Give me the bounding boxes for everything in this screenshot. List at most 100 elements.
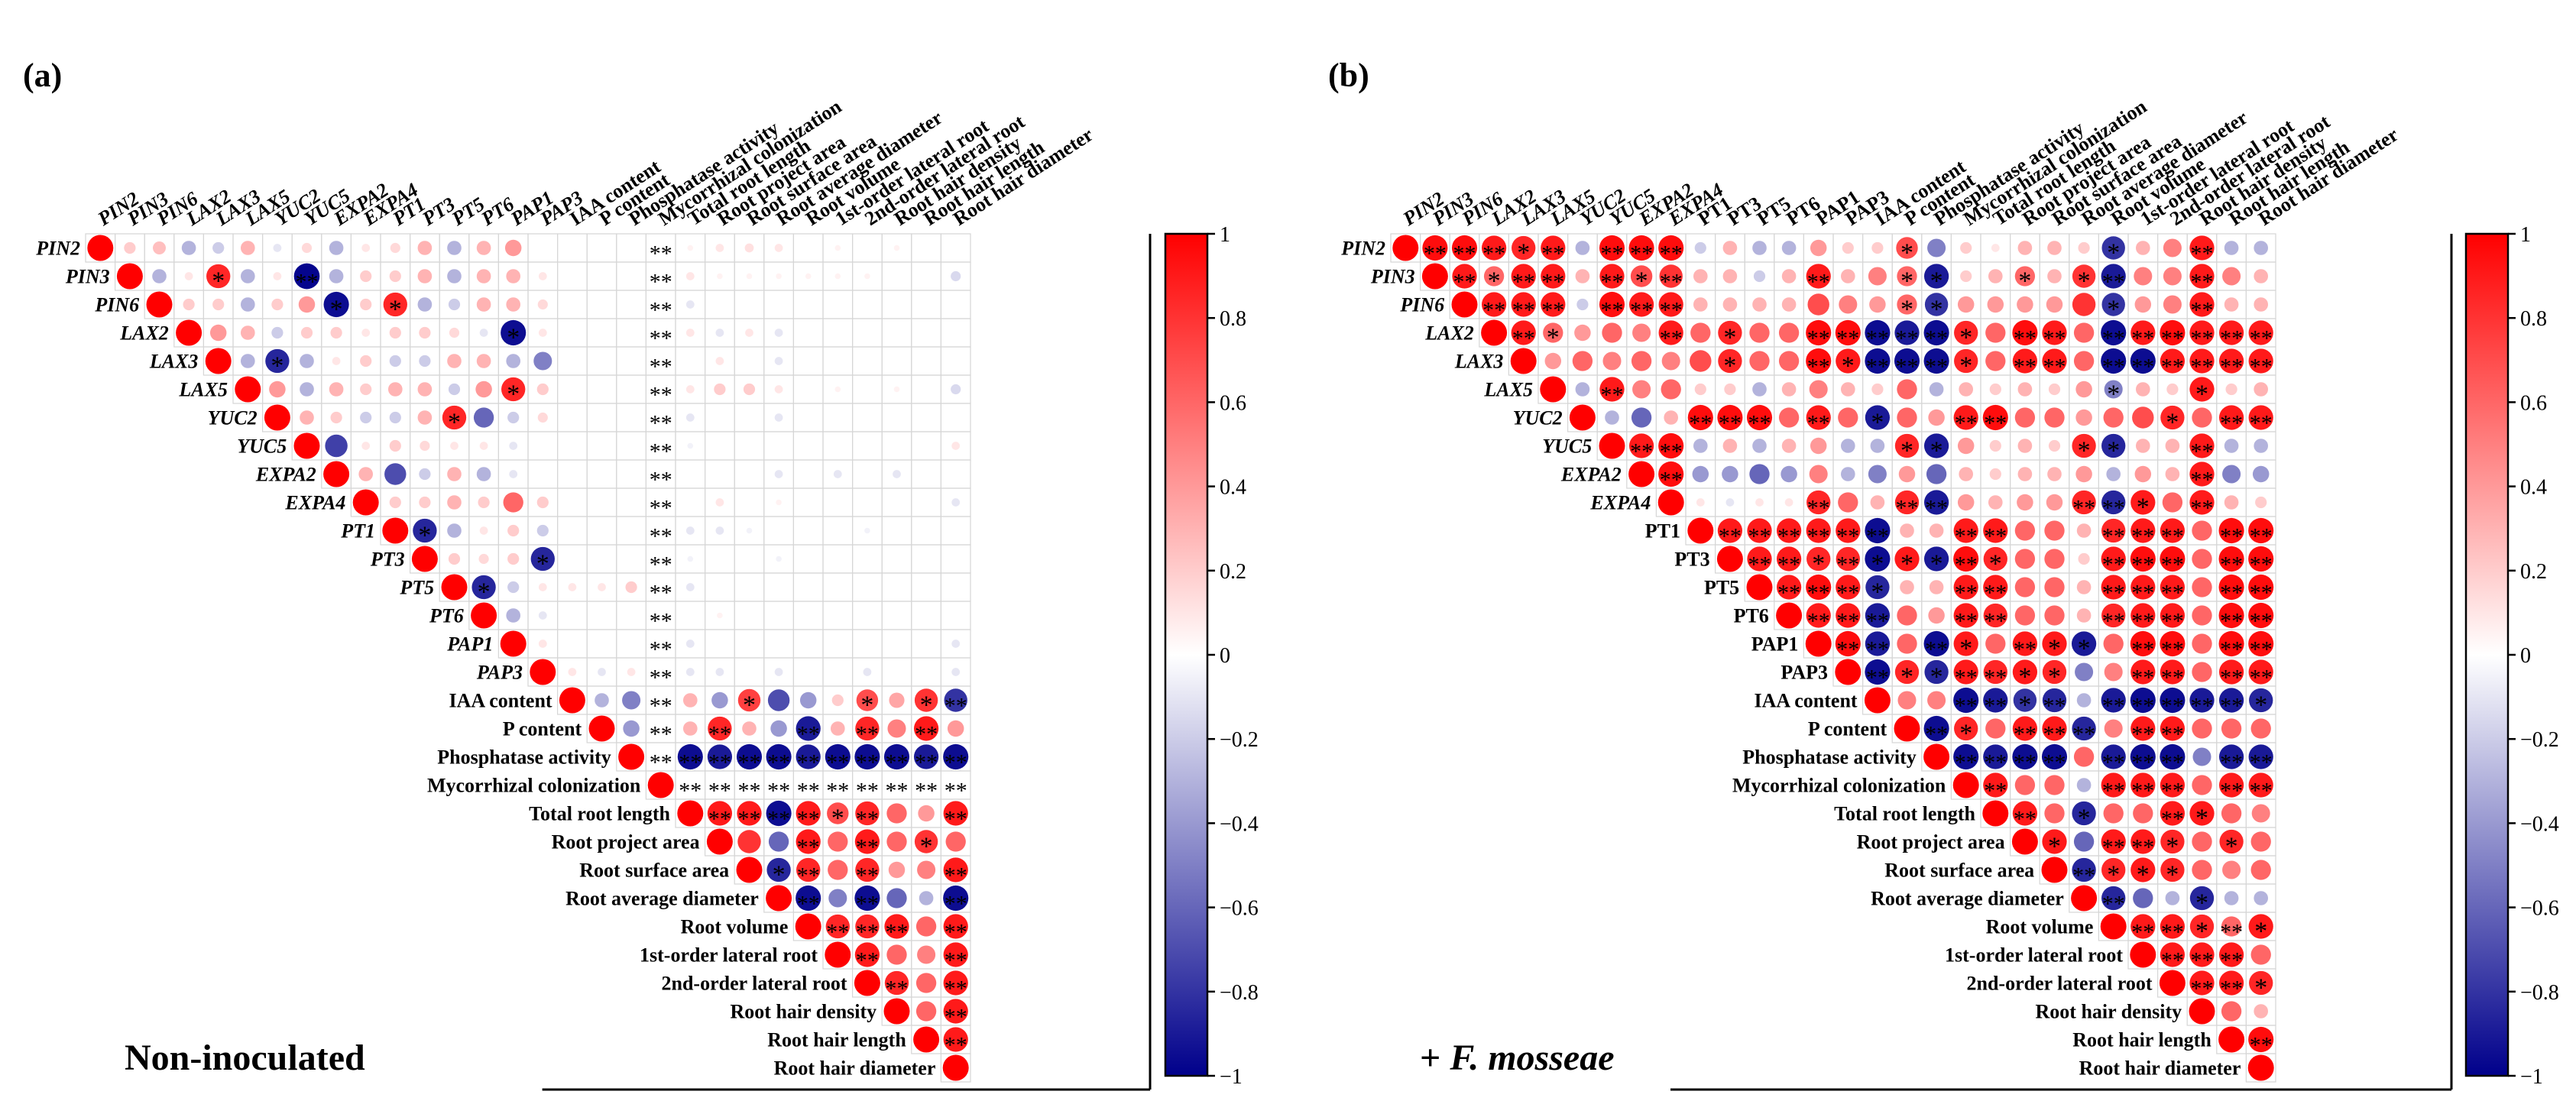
- correlation-circle: [805, 273, 812, 280]
- significance-mark: **: [1777, 524, 1800, 549]
- correlation-circle: [1894, 348, 1920, 374]
- correlation-circle: [1987, 296, 2004, 313]
- correlation-circle: [1657, 489, 1684, 516]
- grid-cell: [792, 657, 824, 687]
- correlation-circle: [1511, 292, 1536, 317]
- correlation-circle: [2192, 860, 2212, 880]
- correlation-circle: [2132, 406, 2154, 429]
- significance-mark: **: [2250, 1033, 2273, 1058]
- significance-mark: *: [2195, 805, 2208, 833]
- correlation-circle: [944, 688, 967, 712]
- correlation-circle: [1989, 468, 2001, 481]
- correlation-circle: [913, 1026, 940, 1053]
- correlation-circle: [884, 970, 909, 996]
- correlation-circle: [598, 583, 606, 591]
- significance-mark: **: [886, 976, 909, 1002]
- correlation-circle: [1894, 320, 1920, 345]
- correlation-circle: [2101, 603, 2126, 628]
- significance-mark: **: [1836, 552, 1859, 578]
- significance-mark: **: [2191, 355, 2214, 380]
- correlation-circle: [2160, 857, 2185, 882]
- correlation-circle: [360, 411, 372, 424]
- row-label-expa2: EXPA2: [255, 464, 316, 486]
- correlation-circle: [2073, 831, 2095, 852]
- grid-cell: [940, 403, 971, 432]
- grid-cell: [586, 544, 617, 574]
- row-label-yuc2: YUC2: [1513, 407, 1563, 429]
- colorbar-gradient: [2464, 232, 2510, 1077]
- row-label-pin2: PIN2: [1340, 238, 1385, 260]
- correlation-circle: [828, 889, 847, 908]
- correlation-circle: [831, 694, 844, 707]
- correlation-circle: [1836, 575, 1861, 600]
- correlation-circle: [124, 241, 136, 254]
- grid-cell: [734, 487, 765, 517]
- correlation-circle: [273, 244, 282, 252]
- correlation-circle: [2047, 269, 2062, 283]
- row-label-pap1: PAP1: [446, 633, 493, 656]
- correlation-circle: [1959, 382, 1974, 397]
- correlation-circle: [389, 411, 401, 424]
- grid-cell: [792, 431, 824, 461]
- correlation-circle: [1483, 266, 1505, 287]
- correlation-circle: [1924, 659, 1949, 685]
- correlation-circle: [1988, 495, 2003, 510]
- correlation-circle: [682, 721, 698, 736]
- significance-mark: *: [2137, 861, 2150, 889]
- correlation-circle: [893, 244, 900, 251]
- significance-mark: **: [856, 807, 879, 832]
- correlation-circle: [1957, 494, 1975, 511]
- correlation-circle: [687, 442, 694, 449]
- correlation-circle: [417, 382, 433, 397]
- correlation-circle: [1840, 269, 1855, 283]
- correlation-circle: [1717, 404, 1743, 431]
- correlation-circle: [1983, 659, 2007, 685]
- correlation-circle: [476, 241, 491, 255]
- correlation-circle: [1865, 575, 1890, 600]
- correlation-circle: [1953, 631, 1978, 656]
- significance-mark: **: [650, 468, 672, 493]
- correlation-circle: [471, 575, 496, 600]
- correlation-circle: [1776, 546, 1802, 572]
- grid-cell: [734, 431, 765, 461]
- colorbar-tick-label: 0: [1220, 644, 1230, 668]
- significance-mark: *: [536, 550, 549, 578]
- grid-cell: [792, 290, 824, 319]
- correlation-circle: [2047, 241, 2062, 255]
- grid-cell: [704, 290, 735, 319]
- colorbar-tick-label: 0: [2520, 644, 2531, 668]
- grid-cell: [586, 374, 617, 404]
- correlation-circle: [2248, 320, 2273, 345]
- correlation-circle: [2160, 630, 2186, 657]
- correlation-circle: [2189, 688, 2215, 713]
- grid-cell: [851, 459, 883, 489]
- colorbar-tick-label: −0.2: [2520, 728, 2559, 752]
- significance-mark: *: [2107, 239, 2120, 267]
- correlation-circle: [536, 496, 549, 509]
- significance-mark: **: [2220, 609, 2243, 634]
- colorbar-tick-label: −0.4: [1220, 812, 1259, 836]
- significance-mark: **: [2014, 355, 2036, 380]
- correlation-circle: [943, 970, 968, 996]
- correlation-circle: [1512, 235, 1536, 261]
- correlation-circle: [476, 297, 491, 312]
- correlation-circle: [2101, 319, 2127, 346]
- grid-cell: [881, 290, 912, 319]
- row-label-root-average-diameter: Root average diameter: [565, 888, 759, 910]
- significance-mark: *: [2254, 691, 2267, 720]
- grid-cell: [940, 1053, 971, 1083]
- correlation-circle: [1809, 465, 1828, 484]
- correlation-circle: [2250, 860, 2271, 880]
- significance-mark: **: [1866, 665, 1889, 691]
- correlation-circle: [2044, 520, 2065, 541]
- colorbar-gradient: [1164, 232, 1209, 1077]
- correlation-circle: [687, 244, 694, 251]
- correlation-circle: [301, 242, 313, 254]
- significance-mark: **: [2250, 779, 2273, 804]
- correlation-circle: [1632, 380, 1651, 399]
- correlation-circle: [1778, 322, 1800, 343]
- grid-cell: [822, 290, 854, 319]
- correlation-circle: [152, 269, 167, 283]
- significance-mark: **: [2250, 665, 2273, 691]
- correlation-circle: [1693, 297, 1708, 312]
